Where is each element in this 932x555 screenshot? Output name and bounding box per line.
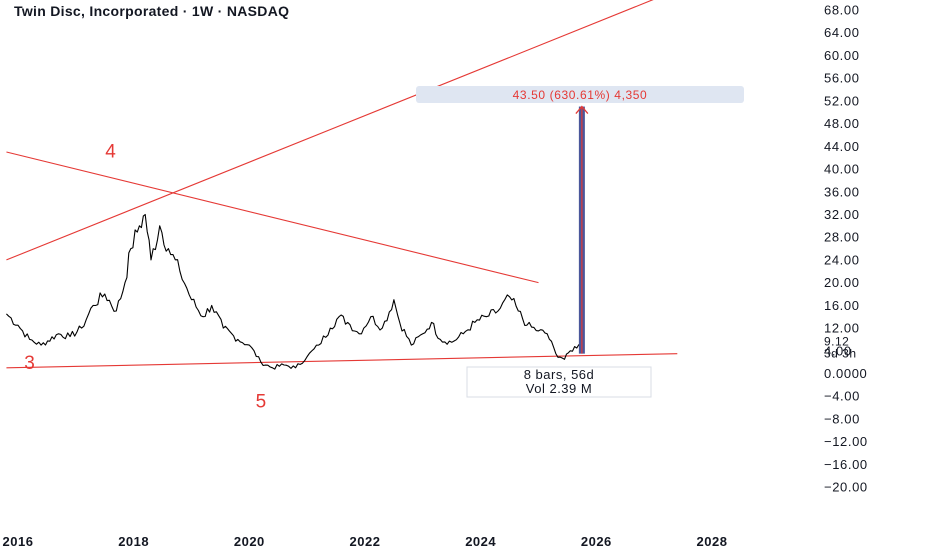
x-tick-label: 2020 bbox=[234, 534, 265, 549]
y-tick-label: 52.00 bbox=[824, 93, 860, 108]
y-tick-label: 0.0000 bbox=[824, 366, 867, 381]
trendline-3[interactable] bbox=[6, 353, 678, 369]
x-tick-label: 2026 bbox=[581, 534, 612, 549]
info-box-line2: Vol 2.39 M bbox=[526, 381, 592, 396]
y-axis[interactable]: 68.00 64.00 60.00 56.00 52.00 48.00 44.00 40.00… bbox=[824, 3, 868, 495]
wave-labels: 4 3 5 bbox=[24, 142, 266, 413]
info-box: 8 bars, 56d Vol 2.39 M bbox=[466, 366, 652, 398]
y-tick-label: 24.00 bbox=[824, 252, 860, 267]
info-box-line1: 8 bars, 56d bbox=[524, 367, 595, 382]
y-tick-label: 12.00 bbox=[824, 321, 860, 336]
y-tick-label: 28.00 bbox=[824, 230, 860, 245]
x-tick-label: 2022 bbox=[350, 534, 381, 549]
y-tick-label: −4.00 bbox=[824, 389, 860, 404]
y-tick-label: 60.00 bbox=[824, 48, 860, 63]
wave-label-3: 3 bbox=[24, 353, 35, 374]
y-tick-label: −20.00 bbox=[824, 480, 868, 495]
x-tick-label: 2028 bbox=[697, 534, 728, 549]
y-tick-label: 20.00 bbox=[824, 275, 860, 290]
trendline-2[interactable] bbox=[6, 0, 712, 261]
trendline-1[interactable] bbox=[6, 151, 539, 284]
y-tick-label: 56.00 bbox=[824, 71, 860, 86]
y-tick-label: 36.00 bbox=[824, 184, 860, 199]
info-box-background bbox=[466, 366, 652, 398]
trendlines bbox=[6, 0, 712, 369]
chart-title: Twin Disc, Incorporated · 1W · NASDAQ bbox=[14, 3, 289, 19]
y-tick-label: 32.00 bbox=[824, 207, 860, 222]
wave-label-4: 4 bbox=[105, 142, 116, 163]
y-tick-label: 48.00 bbox=[824, 116, 860, 131]
x-axis[interactable]: 2016 2018 2020 2022 2024 2026 2028 bbox=[3, 534, 728, 549]
wave-label-5: 5 bbox=[256, 392, 267, 413]
y-tick-label: 4.00 bbox=[824, 343, 852, 358]
y-tick-label: −16.00 bbox=[824, 457, 868, 472]
x-tick-label: 2018 bbox=[118, 534, 149, 549]
y-tick-label: 9.12 bbox=[824, 335, 849, 349]
x-tick-label: 2016 bbox=[3, 534, 34, 549]
measure-label: 43.50 (630.61%) 4,350 bbox=[513, 88, 648, 102]
price-line bbox=[6, 213, 580, 370]
y-tick-label: 3d 3h bbox=[824, 347, 857, 361]
y-tick-label: −12.00 bbox=[824, 434, 868, 449]
price-series bbox=[6, 213, 580, 370]
x-tick-label: 2024 bbox=[465, 534, 496, 549]
y-tick-label: 40.00 bbox=[824, 162, 860, 177]
y-tick-label: 64.00 bbox=[824, 25, 860, 40]
y-tick-label: −8.00 bbox=[824, 411, 860, 426]
measure-arrowhead bbox=[575, 105, 589, 114]
measurement-tool[interactable]: 43.50 (630.61%) 4,350 bbox=[416, 86, 744, 354]
y-tick-label: 44.00 bbox=[824, 139, 860, 154]
measure-label-background bbox=[416, 86, 744, 103]
y-tick-label: 68.00 bbox=[824, 3, 860, 18]
y-tick-label: 16.00 bbox=[824, 298, 860, 313]
